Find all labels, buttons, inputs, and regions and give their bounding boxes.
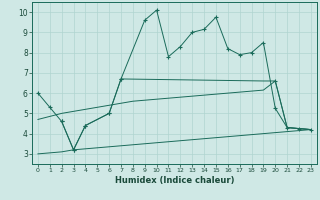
X-axis label: Humidex (Indice chaleur): Humidex (Indice chaleur): [115, 176, 234, 185]
